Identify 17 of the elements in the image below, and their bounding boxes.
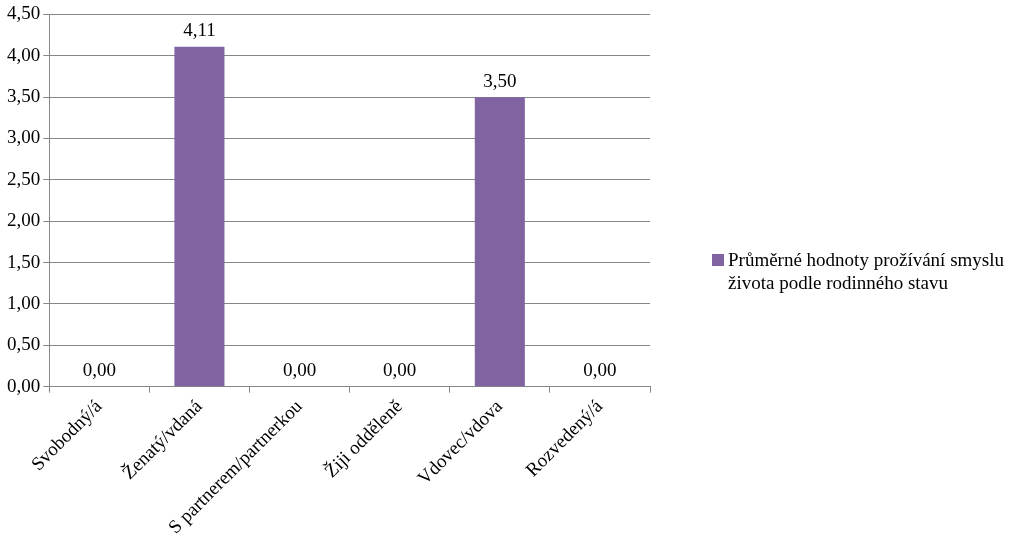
y-tick-label: 0,50	[7, 333, 41, 355]
legend-label: Průměrné hodnoty prožívání smyslu života podle rodinného stavu	[728, 248, 1005, 294]
y-tick-label: 2,00	[7, 209, 41, 231]
y-tick-label: 1,50	[7, 250, 41, 272]
y-tick-label: 0,00	[7, 374, 41, 396]
y-tick-label: 4,50	[7, 2, 41, 24]
y-tick-label: 1,00	[7, 291, 41, 313]
data-label: 0,00	[383, 359, 417, 381]
data-label: 4,11	[183, 19, 216, 41]
data-label: 0,00	[282, 359, 317, 381]
y-tick-label: 3,00	[7, 126, 41, 148]
y-tick-label: 3,50	[7, 85, 41, 107]
data-label: 3,50	[483, 69, 517, 91]
y-tick-label: 2,50	[7, 167, 41, 189]
data-label: 0,00	[82, 359, 116, 381]
data-label: 0,00	[583, 359, 617, 381]
y-tick-label: 4,00	[7, 43, 41, 65]
